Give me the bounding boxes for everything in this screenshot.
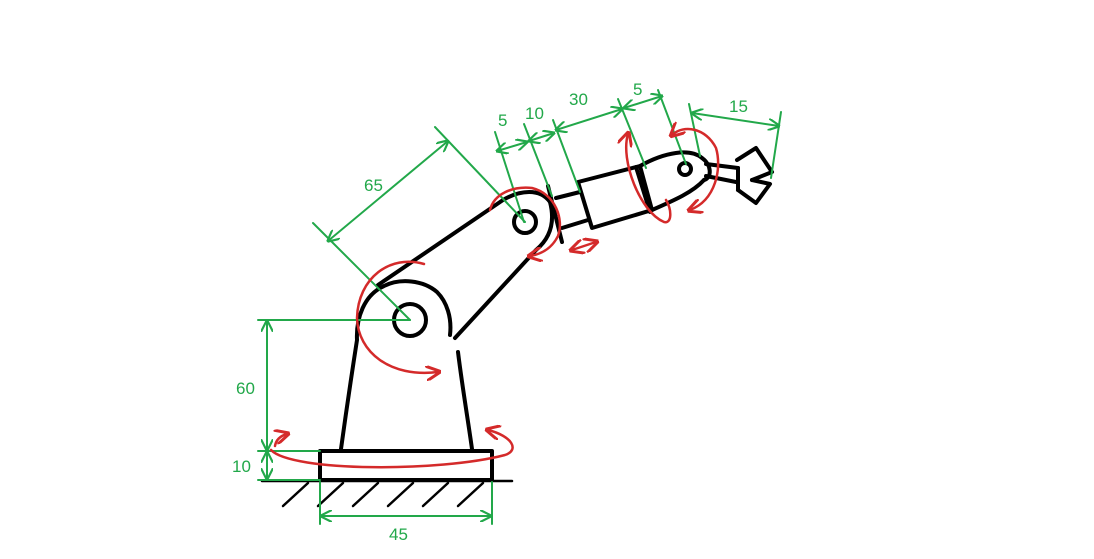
dim-upper-arm: 65 — [364, 176, 383, 195]
elbow-rotation-arrow — [488, 186, 562, 256]
dim-gripper: 15 — [729, 97, 748, 116]
dim-elbow-joint: 10 — [525, 104, 544, 123]
dimension-lines — [257, 89, 782, 525]
dim-base-width: 45 — [389, 525, 408, 544]
gripper — [704, 146, 774, 205]
upper-arm — [376, 190, 555, 340]
ground — [260, 479, 514, 508]
dim-base-height: 10 — [232, 457, 251, 476]
dim-shoulder-height: 60 — [236, 379, 255, 398]
dimension-labels: 10 60 45 65 5 10 30 5 15 — [232, 80, 748, 544]
dim-elbow-offset: 5 — [498, 111, 507, 130]
forearm — [546, 164, 654, 244]
dim-forearm: 30 — [569, 90, 588, 109]
wrist — [634, 150, 712, 214]
base-rotation-arrow — [269, 430, 514, 469]
base-plate — [318, 449, 494, 482]
pedestal — [339, 279, 474, 451]
rotation-arrows — [269, 129, 720, 469]
forearm-roll-arrow — [572, 242, 596, 250]
shoulder-rotation-arrow — [355, 260, 438, 373]
wrist-rotation-arrow — [626, 134, 672, 224]
dim-wrist-offset: 5 — [633, 80, 642, 99]
